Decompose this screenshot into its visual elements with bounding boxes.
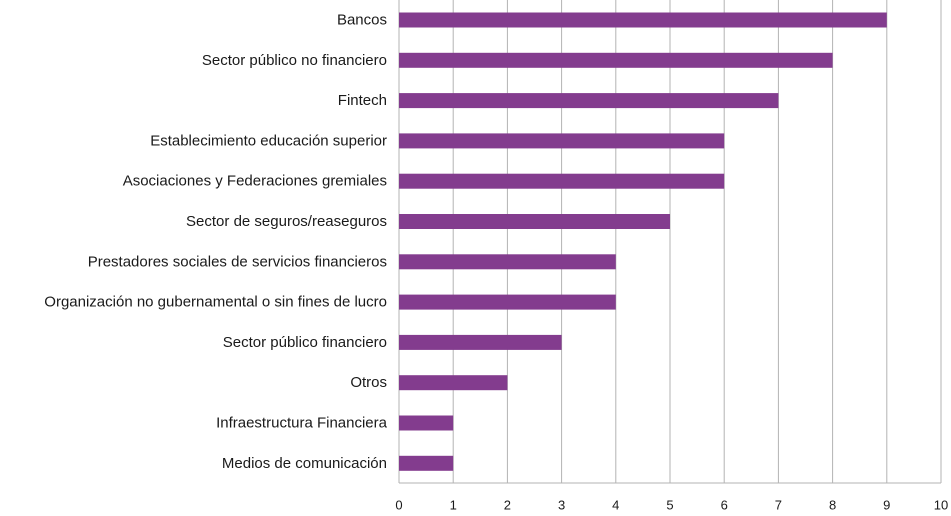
- category-label-0: Bancos: [337, 12, 387, 29]
- bar-2: [399, 93, 779, 109]
- category-label-10: Infraestructura Financiera: [216, 415, 388, 432]
- category-label-5: Sector de seguros/reaseguros: [186, 213, 387, 230]
- bar-1: [399, 52, 833, 68]
- x-tick-label-2: 2: [504, 498, 511, 513]
- category-label-8: Sector público financiero: [223, 334, 387, 351]
- x-tick-label-0: 0: [395, 498, 402, 513]
- x-tick-label-8: 8: [829, 498, 836, 513]
- x-tick-label-9: 9: [883, 498, 890, 513]
- category-label-6: Prestadores sociales de servicios financ…: [88, 253, 387, 270]
- bar-8: [399, 334, 562, 350]
- bar-11: [399, 455, 454, 471]
- x-tick-label-7: 7: [775, 498, 782, 513]
- bars: [399, 12, 887, 471]
- bar-4: [399, 173, 725, 189]
- x-tick-label-1: 1: [450, 498, 457, 513]
- category-label-3: Establecimiento educación superior: [150, 132, 387, 149]
- bar-10: [399, 415, 454, 431]
- category-label-11: Medios de comunicación: [222, 455, 387, 472]
- category-label-2: Fintech: [338, 92, 387, 109]
- x-tick-labels: 0 1 2 3 4 5 6 7 8 9 10: [395, 498, 948, 513]
- gridlines: [398, 0, 942, 484]
- category-label-1: Sector público no financiero: [202, 52, 387, 69]
- x-tick-label-10: 10: [934, 498, 948, 513]
- x-tick-label-5: 5: [666, 498, 673, 513]
- x-tick-label-3: 3: [558, 498, 565, 513]
- category-label-9: Otros: [350, 374, 387, 391]
- category-label-7: Organización no gubernamental o sin fine…: [44, 294, 387, 311]
- bar-9: [399, 375, 508, 391]
- bar-7: [399, 294, 616, 310]
- bar-6: [399, 254, 616, 270]
- bar-0: [399, 12, 887, 28]
- category-labels: Bancos Sector público no financiero Fintec…: [44, 12, 387, 472]
- category-label-4: Asociaciones y Federaciones gremiales: [123, 173, 387, 190]
- x-tick-label-6: 6: [721, 498, 728, 513]
- bar-5: [399, 214, 670, 229]
- x-tick-label-4: 4: [612, 498, 619, 513]
- bar-3: [399, 133, 725, 149]
